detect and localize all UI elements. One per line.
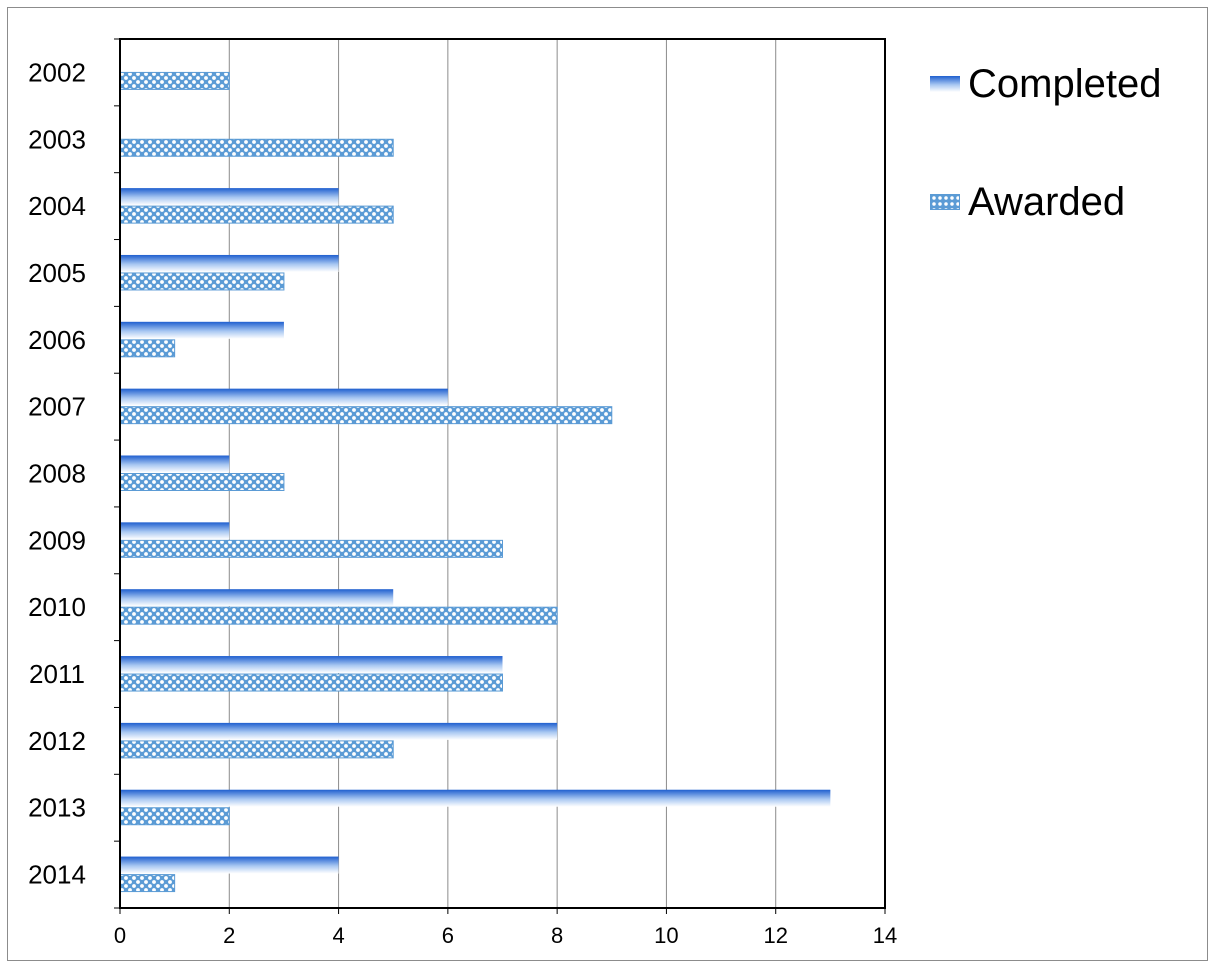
bar-completed-2007 [120, 388, 448, 406]
x-tick-label-14: 14 [873, 923, 897, 948]
y-tick-label-2014: 2014 [28, 860, 86, 890]
y-tick-label-2007: 2007 [28, 392, 86, 422]
bar-completed-2011 [120, 656, 503, 674]
y-tick-label-2012: 2012 [28, 726, 86, 756]
bar-awarded-2006 [119, 339, 176, 358]
x-tick-label-10: 10 [654, 923, 678, 948]
bar-awarded-2003 [119, 138, 394, 157]
bar-completed-2008 [120, 455, 230, 473]
axes: 0 2 4 6 8 10 12 14 2002 2003 2004 2005 2006 2007 2008 2… [28, 38, 897, 948]
bar-awarded-2005 [119, 272, 285, 291]
gridlines [228, 39, 777, 908]
bar-awarded-2013 [119, 807, 230, 826]
bars [119, 71, 831, 893]
bar-awarded-2002 [119, 71, 230, 90]
y-tick-label-2006: 2006 [28, 325, 86, 355]
y-tick-label-2009: 2009 [28, 525, 86, 555]
x-tick-label-6: 6 [442, 923, 454, 948]
bar-completed-2004 [120, 188, 339, 206]
bar-completed-2014 [120, 856, 339, 874]
x-tick-label-4: 4 [332, 923, 344, 948]
bar-awarded-2014 [119, 874, 176, 893]
y-tick-label-2004: 2004 [28, 191, 86, 221]
y-tick-label-2003: 2003 [28, 124, 86, 154]
x-tick-label-8: 8 [551, 923, 563, 948]
bar-awarded-2010 [119, 606, 558, 625]
legend-label-awarded: Awarded [968, 179, 1126, 224]
bar-completed-2005 [120, 254, 339, 272]
y-tick-label-2002: 2002 [28, 57, 86, 87]
legend-item-completed: Completed [930, 55, 1161, 113]
bar-completed-2012 [120, 722, 558, 740]
bar-awarded-2004 [119, 205, 394, 224]
y-tick-label-2011: 2011 [29, 659, 85, 689]
bar-awarded-2012 [119, 740, 394, 759]
x-tick-label-12: 12 [763, 923, 787, 948]
bar-completed-2013 [120, 789, 831, 807]
x-tick-label-2: 2 [223, 923, 235, 948]
y-tick-label-2008: 2008 [28, 459, 86, 489]
x-tick-label-0: 0 [114, 923, 126, 948]
y-tick-label-2005: 2005 [28, 258, 86, 288]
bar-awarded-2007 [119, 406, 613, 425]
y-tick-label-2013: 2013 [28, 793, 86, 823]
bar-awarded-2011 [119, 673, 503, 692]
legend-swatch-completed [930, 76, 960, 92]
legend-swatch-awarded [930, 194, 960, 210]
plot-area-border [119, 38, 886, 909]
y-tick-label-2010: 2010 [28, 592, 86, 622]
bar-awarded-2008 [119, 473, 285, 491]
bar-completed-2010 [120, 589, 394, 607]
legend-label-completed: Completed [968, 61, 1162, 106]
bar-completed-2009 [120, 522, 230, 540]
bar-completed-2006 [120, 321, 284, 339]
bar-awarded-2009 [119, 539, 503, 558]
legend: Completed Awarded [930, 55, 1161, 291]
legend-item-awarded: Awarded [930, 173, 1161, 231]
